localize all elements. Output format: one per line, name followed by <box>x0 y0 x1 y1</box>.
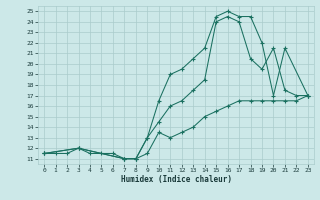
X-axis label: Humidex (Indice chaleur): Humidex (Indice chaleur) <box>121 175 231 184</box>
